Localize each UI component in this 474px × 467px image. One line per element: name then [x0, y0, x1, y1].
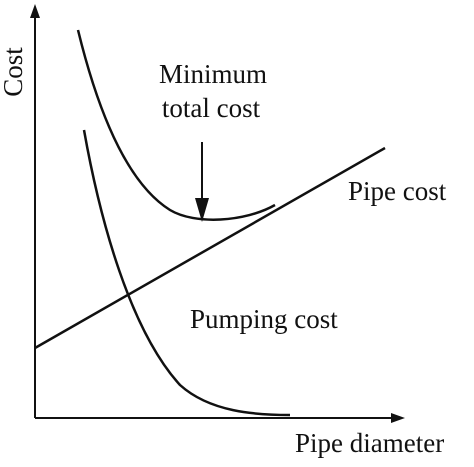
y-axis-label: Cost — [0, 47, 28, 97]
minimum-label-line1: Minimum — [159, 59, 267, 89]
x-axis-arrowhead — [391, 413, 405, 423]
pumping-cost-label: Pumping cost — [190, 304, 338, 334]
minimum-label-line2: total cost — [162, 93, 261, 123]
pumping-cost-curve — [82, 129, 291, 417]
y-axis-arrowhead — [30, 4, 40, 18]
x-axis-label: Pipe diameter — [295, 428, 444, 458]
pipe-cost-label: Pipe cost — [348, 176, 447, 206]
pipe-cost-line — [34, 146, 386, 350]
minimum-arrow-head — [195, 198, 209, 222]
total-cost-curve — [76, 29, 276, 221]
